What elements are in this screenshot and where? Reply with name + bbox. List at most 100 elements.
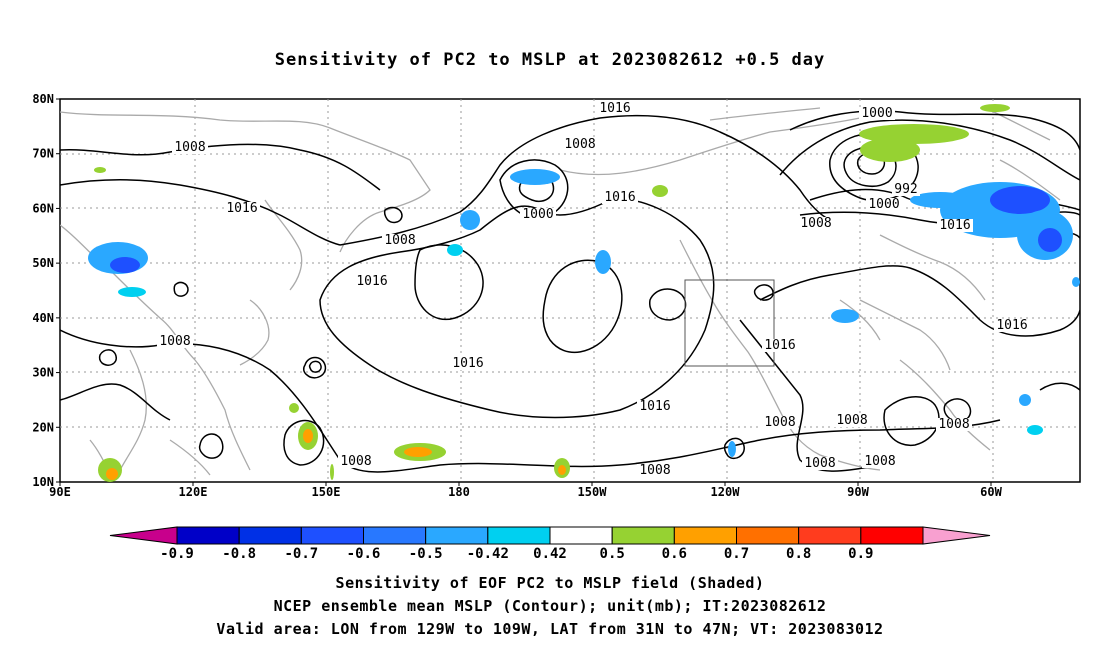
contour-label: 1008	[800, 216, 831, 231]
contour-label-bg	[936, 418, 972, 431]
contour-label-bg	[520, 208, 556, 221]
contour-label: 1008	[836, 413, 867, 428]
contour-label-bg	[859, 107, 895, 120]
lon-label: 150E	[312, 485, 341, 499]
contour-label-bg	[892, 183, 920, 196]
colorbar-label: 0.7	[724, 546, 749, 562]
latitude-labels: 80N 70N 60N 50N 40N 30N 20N 10N	[32, 92, 60, 489]
contour-label-bg	[637, 464, 673, 477]
contour-label-bg	[866, 198, 902, 211]
contour-label: 1008	[384, 233, 415, 248]
contour-label-bg	[798, 217, 834, 230]
contour-label-bg	[762, 339, 798, 352]
lon-label: 120E	[179, 485, 208, 499]
colorbar-box	[736, 526, 800, 545]
contour-label: 1016	[356, 274, 387, 289]
colorbar-label: -0.8	[222, 546, 256, 562]
contour-label: 1016	[639, 399, 670, 414]
colorbar-label: 0.42	[533, 546, 567, 562]
contour-label: 1016	[996, 318, 1027, 333]
contour-label-bg	[994, 319, 1030, 332]
colorbar-label: 0.8	[786, 546, 811, 562]
colorbar-box	[363, 526, 427, 545]
caption-contour: NCEP ensemble mean MSLP (Contour); unit(…	[273, 597, 827, 615]
lon-label: 180	[448, 485, 470, 499]
lat-label: 70N	[32, 147, 54, 161]
colorbar-box	[860, 526, 924, 545]
lon-label: 60W	[980, 485, 1002, 499]
contour-label-bg	[382, 234, 418, 247]
contour-label: 1008	[938, 417, 969, 432]
lat-label: 20N	[32, 420, 54, 434]
contour-label: 1008	[639, 463, 670, 478]
contour-label: 1008	[564, 137, 595, 152]
contour-label-bg	[937, 219, 973, 232]
contour-label-bg	[762, 416, 798, 429]
contour-label: 992	[894, 182, 917, 197]
lat-label: 60N	[32, 201, 54, 215]
colorbar-box	[238, 526, 302, 545]
colorbar-box	[425, 526, 489, 545]
colorbar-extend-low	[109, 526, 178, 545]
contour-label-bg	[224, 202, 260, 215]
contour-label-bg	[802, 457, 838, 470]
colorbar-box	[487, 526, 551, 545]
contour-label: 1016	[599, 101, 630, 116]
contour-label: 1008	[174, 140, 205, 155]
contour-label: 1016	[604, 190, 635, 205]
lat-label: 40N	[32, 311, 54, 325]
lon-label: 120W	[711, 485, 741, 499]
contour-label-bg	[172, 141, 208, 154]
colorbar-extend-high	[922, 526, 991, 545]
colorbar-box	[798, 526, 862, 545]
colorbar-box	[611, 526, 675, 545]
contour-label-bg	[862, 455, 898, 468]
colorbar-box	[300, 526, 365, 545]
contour-label-bg	[338, 455, 374, 468]
map-frame	[59, 98, 1081, 483]
contour-label-bg	[562, 138, 598, 151]
contour-label-bg	[157, 335, 193, 348]
contour-label-bg	[597, 102, 633, 115]
colorbar-label: -0.6	[347, 546, 381, 562]
colorbar-label: -0.9	[160, 546, 194, 562]
contour-label: 1008	[159, 334, 190, 349]
colorbar-label: 0.5	[600, 546, 625, 562]
contour-label: 1016	[939, 218, 970, 233]
contour-label: 1000	[868, 197, 899, 212]
lat-label: 50N	[32, 256, 54, 270]
contour-label-bg	[450, 357, 486, 370]
longitude-labels: 90E 120E 150E 180 150W 120W 90W 60W	[49, 482, 1003, 499]
contour-label: 1016	[764, 338, 795, 353]
contour-label: 1008	[764, 415, 795, 430]
contour-labels: 1016 1008 1008 1016 1000 1016 1008 1016 1008 1000…	[157, 101, 1030, 478]
lon-label: 90E	[49, 485, 71, 499]
colorbar-label: 0.9	[848, 546, 873, 562]
colorbar-label: -0.5	[409, 546, 443, 562]
lon-label: 150W	[578, 485, 608, 499]
contour-label-bg	[834, 414, 870, 427]
contour-label-bg	[602, 191, 638, 204]
colorbar-label: -0.42	[467, 546, 509, 562]
chart-title: Sensitivity of PC2 to MSLP at 2023082612…	[274, 50, 826, 70]
caption-shaded: Sensitivity of EOF PC2 to MSLP field (Sh…	[335, 574, 765, 592]
contour-label: 1016	[452, 356, 483, 371]
contour-label: 1008	[804, 456, 835, 471]
colorbar-label: 0.6	[662, 546, 687, 562]
contour-label: 1008	[864, 454, 895, 469]
colorbar-labels: -0.9 -0.8 -0.7 -0.6 -0.5 -0.42 0.42 0.5 0.6 0.7 0.…	[160, 546, 873, 562]
colorbar-label: -0.7	[284, 546, 318, 562]
colorbar-box	[176, 526, 240, 545]
contour-label: 1000	[522, 207, 553, 222]
caption-valid-area: Valid area: LON from 129W to 109W, LAT f…	[216, 620, 884, 638]
lat-label: 80N	[32, 92, 54, 106]
valid-area-box	[684, 279, 775, 367]
contour-label-bg	[637, 400, 673, 413]
contour-label: 1008	[340, 454, 371, 469]
lat-label: 30N	[32, 366, 54, 380]
lon-label: 90W	[847, 485, 869, 499]
colorbar-box	[549, 526, 613, 545]
colorbar-box	[673, 526, 737, 545]
contour-label-bg	[354, 275, 390, 288]
